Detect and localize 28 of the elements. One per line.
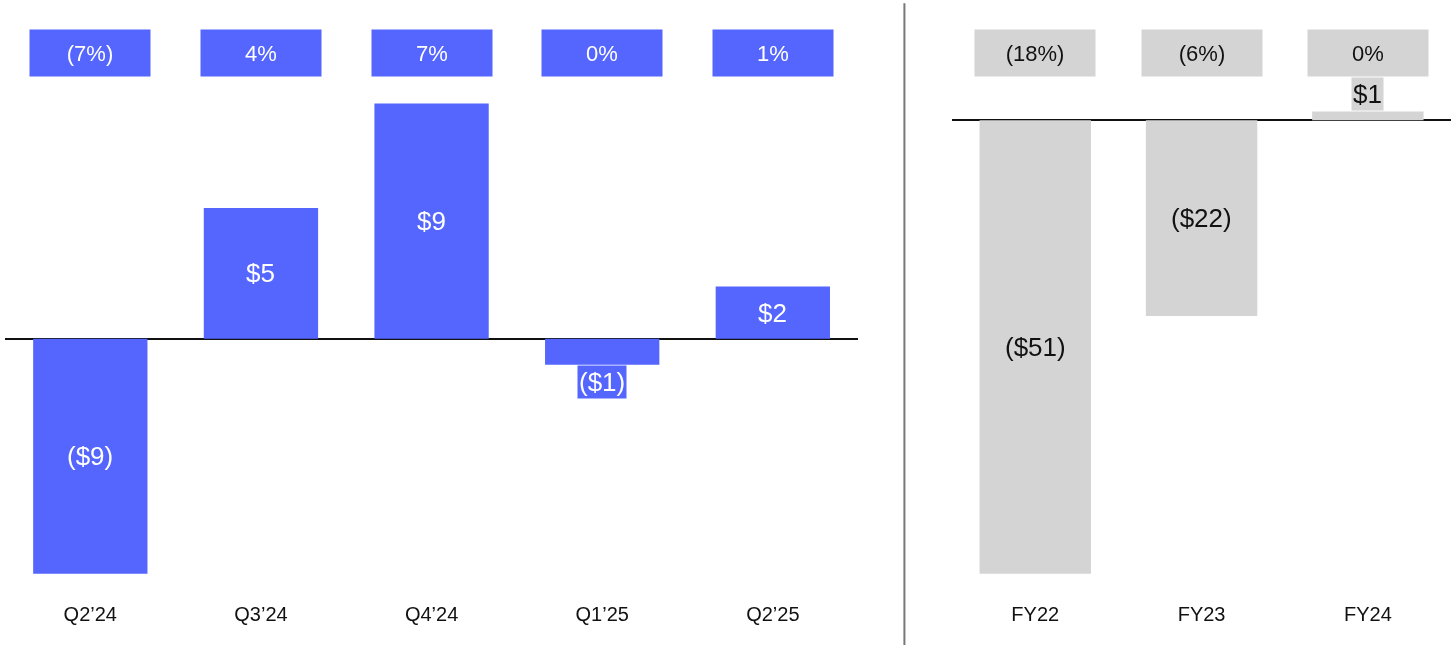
x-tick-label: FY23: [1177, 602, 1226, 625]
text: (6%): [1178, 40, 1226, 66]
bar: [715, 286, 830, 339]
text: 0%: [586, 40, 618, 66]
text: 4%: [245, 40, 277, 66]
text: 0%: [1352, 40, 1384, 66]
x-tick-label: FY22: [1011, 602, 1060, 625]
bar: [33, 338, 148, 574]
data-label: $1: [1353, 79, 1382, 109]
x-tick-label: FY24: [1343, 602, 1392, 625]
data-label: ($1): [579, 367, 626, 397]
data-label: $5: [246, 258, 275, 288]
x-tick-label: Q2’25: [746, 602, 800, 625]
data-label: $9: [417, 206, 446, 236]
x-tick-label: Q1’25: [575, 602, 629, 625]
text: (7%): [66, 40, 114, 66]
x-tick-label: Q4’24: [404, 602, 459, 625]
x-tick-label: Q2’24: [63, 602, 117, 625]
data-label: ($22): [1171, 203, 1232, 233]
data-label: $2: [758, 298, 787, 328]
data-label: ($9): [67, 441, 114, 471]
text: 7%: [416, 40, 448, 66]
text: (18%): [1005, 40, 1065, 66]
bar: [374, 103, 489, 339]
text: 1%: [757, 40, 789, 66]
bar: [203, 208, 319, 339]
data-label: ($51): [1005, 332, 1066, 362]
x-tick-label: Q3’24: [234, 602, 288, 625]
